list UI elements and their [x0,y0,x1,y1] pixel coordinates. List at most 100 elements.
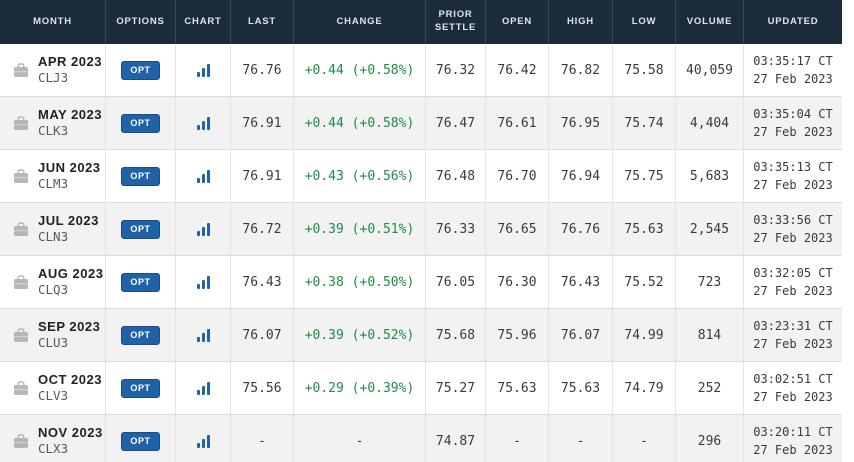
updated-date: 27 Feb 2023 [753,443,833,457]
updated-date: 27 Feb 2023 [753,72,833,86]
high-cell: 76.43 [548,256,612,308]
last-cell: 75.56 [230,362,293,414]
volume-cell: 296 [675,415,743,462]
briefcase-icon [13,274,29,290]
bar-chart-icon[interactable] [196,222,210,236]
options-button[interactable]: OPT [121,272,160,292]
chart-cell [175,97,230,149]
options-button[interactable]: OPT [121,113,160,133]
low-cell: 75.58 [612,44,675,96]
low-cell: 74.79 [612,362,675,414]
table-body: APR 2023 CLJ3 OPT 76.76 +0.44 (+0.58%) 76.32 7… [0,44,842,462]
open-cell: 76.65 [485,203,548,255]
options-button[interactable]: OPT [121,219,160,239]
contract-month-link[interactable]: APR 2023 CLJ3 [0,44,105,96]
last-cell: 76.91 [230,150,293,202]
volume-cell: 4,404 [675,97,743,149]
prior-settle-cell: 75.68 [425,309,485,361]
options-cell: OPT [105,44,175,96]
briefcase-icon [13,115,29,131]
table-row: NOV 2023 CLX3 OPT - -74.87- - -296 03:20:11 CT 2… [0,415,842,462]
contract-code: CLV3 [38,388,69,404]
briefcase-icon [13,380,29,396]
briefcase-icon [13,433,29,449]
open-cell: 75.96 [485,309,548,361]
contract-code: CLN3 [38,229,69,245]
contract-month-link[interactable]: JUL 2023 CLN3 [0,203,105,255]
options-cell: OPT [105,415,175,462]
options-button[interactable]: OPT [121,325,160,345]
last-cell: 76.07 [230,309,293,361]
bar-chart-icon[interactable] [196,434,210,448]
prior-settle-cell: 76.47 [425,97,485,149]
bar-chart-icon[interactable] [196,381,210,395]
options-button[interactable]: OPT [121,60,160,80]
chart-cell [175,150,230,202]
updated-date: 27 Feb 2023 [753,284,833,298]
options-cell: OPT [105,97,175,149]
low-cell: 75.63 [612,203,675,255]
updated-cell: 03:33:56 CT 27 Feb 2023 [743,203,842,255]
bar-chart-icon[interactable] [196,328,210,342]
updated-cell: 03:02:51 CT 27 Feb 2023 [743,362,842,414]
open-cell: - [485,415,548,462]
high-cell: 76.94 [548,150,612,202]
table-row: OCT 2023 CLV3 OPT 75.56 +0.29 (+0.39%) 75.27 7… [0,362,842,415]
prior-settle-cell: 76.05 [425,256,485,308]
change-cell: +0.29 (+0.39%) [293,362,425,414]
updated-date: 27 Feb 2023 [753,178,833,192]
contract-code: CLQ3 [38,282,69,298]
volume-cell: 814 [675,309,743,361]
contract-label: SEP 2023 CLU3 [38,319,100,351]
contract-month: JUL 2023 [38,213,99,229]
contract-month-link[interactable]: SEP 2023 CLU3 [0,309,105,361]
options-button[interactable]: OPT [121,431,160,451]
contract-code: CLM3 [38,176,69,192]
updated-cell: 03:35:17 CT 27 Feb 2023 [743,44,842,96]
bar-chart-icon[interactable] [196,169,210,183]
volume-cell: 40,059 [675,44,743,96]
column-header-last: LAST [230,0,293,44]
updated-time: 03:32:05 CT [753,266,833,280]
contract-code: CLJ3 [38,70,69,86]
contract-label: MAY 2023 CLK3 [38,107,102,139]
column-header-options: OPTIONS [105,0,175,44]
column-header-open: OPEN [485,0,548,44]
contract-month-link[interactable]: MAY 2023 CLK3 [0,97,105,149]
briefcase-icon [13,221,29,237]
high-cell: 76.07 [548,309,612,361]
column-header-high: HIGH [548,0,612,44]
contract-label: JUN 2023 CLM3 [38,160,101,192]
contract-month-link[interactable]: OCT 2023 CLV3 [0,362,105,414]
table-row: AUG 2023 CLQ3 OPT 76.43 +0.38 (+0.50%) 76.05 7… [0,256,842,309]
contract-month-link[interactable]: AUG 2023 CLQ3 [0,256,105,308]
bar-chart-icon[interactable] [196,275,210,289]
bar-chart-icon[interactable] [196,116,210,130]
open-cell: 76.61 [485,97,548,149]
table-row: JUN 2023 CLM3 OPT 76.91 +0.43 (+0.56%) 76.48 7… [0,150,842,203]
contract-month-link[interactable]: NOV 2023 CLX3 [0,415,105,462]
table-header: MONTH OPTIONS CHART LAST CHANGE PRIOR SETTLE O… [0,0,842,44]
updated-date: 27 Feb 2023 [753,125,833,139]
contract-month: JUN 2023 [38,160,101,176]
chart-cell [175,415,230,462]
table-row: APR 2023 CLJ3 OPT 76.76 +0.44 (+0.58%) 76.32 7… [0,44,842,97]
updated-time: 03:33:56 CT [753,213,833,227]
contract-month-link[interactable]: JUN 2023 CLM3 [0,150,105,202]
open-cell: 75.63 [485,362,548,414]
contract-label: APR 2023 CLJ3 [38,54,102,86]
contract-label: NOV 2023 CLX3 [38,425,103,457]
options-button[interactable]: OPT [121,378,160,398]
chart-cell [175,309,230,361]
low-cell: 75.75 [612,150,675,202]
column-header-volume: VOLUME [675,0,743,44]
bar-chart-icon[interactable] [196,63,210,77]
updated-cell: 03:32:05 CT 27 Feb 2023 [743,256,842,308]
change-cell: +0.39 (+0.51%) [293,203,425,255]
options-button[interactable]: OPT [121,166,160,186]
column-header-month: MONTH [33,15,72,27]
low-cell: 75.52 [612,256,675,308]
chart-cell [175,203,230,255]
change-cell: +0.44 (+0.58%) [293,97,425,149]
